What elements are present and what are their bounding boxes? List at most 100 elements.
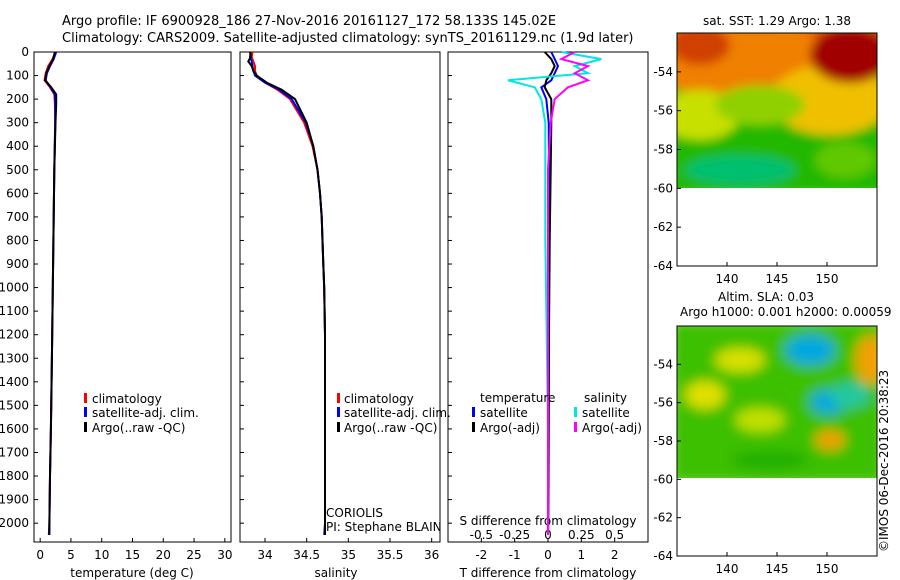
difference-series bbox=[507, 51, 602, 535]
x-tick-label: 0 bbox=[36, 548, 44, 562]
depth-tick-label: 1500 bbox=[0, 398, 29, 412]
legend-swatch-satellite bbox=[337, 407, 340, 417]
depth-tick-label: 600 bbox=[6, 186, 29, 200]
x-tick-label: 34 bbox=[257, 548, 272, 562]
series-line-3 bbox=[247, 51, 326, 535]
top-tick-label: 0.25 bbox=[568, 528, 595, 542]
x-tick-label: 1 bbox=[578, 548, 586, 562]
depth-tick-label: 100 bbox=[6, 69, 29, 83]
map-x-tick-label: 140 bbox=[716, 562, 739, 576]
x-tick-label: 0 bbox=[544, 548, 552, 562]
top-tick-label: -0.25 bbox=[499, 528, 530, 542]
legend-swatch-s-argo bbox=[574, 422, 577, 432]
map-y-tick-label: -60 bbox=[653, 181, 673, 195]
map-y-tick-label: -58 bbox=[653, 143, 673, 157]
x-tick-label: 36 bbox=[424, 548, 439, 562]
map-y-tick-label: -60 bbox=[653, 472, 673, 486]
depth-tick-label: 300 bbox=[6, 116, 29, 130]
x-tick-label: 34.5 bbox=[293, 548, 320, 562]
top-tick-label: 0.5 bbox=[605, 528, 624, 542]
temperature-legend: climatology satellite-adj. clim. Argo(..… bbox=[84, 392, 199, 435]
sst-heatmap bbox=[677, 33, 877, 188]
x-tick-label: 10 bbox=[94, 548, 109, 562]
depth-tick-label: 900 bbox=[6, 257, 29, 271]
figure-title-line1: Argo profile: IF 6900928_186 27-Nov-2016… bbox=[62, 14, 556, 29]
salinity-legend: climatology satellite-adj. clim. Argo(..… bbox=[326, 392, 451, 534]
legend-swatch-climatology bbox=[337, 393, 340, 403]
figure-title-line2: Climatology: CARS2009. Satellite-adjuste… bbox=[62, 31, 634, 46]
imos-stamp: ©IMOS 06-Dec-2016 20:38:23 bbox=[877, 370, 891, 552]
map-x-tick-label: 140 bbox=[716, 272, 739, 286]
shared-depth-ticks bbox=[240, 51, 452, 524]
legend-swatch-t-argo bbox=[472, 422, 475, 432]
map-y-tick-label: -56 bbox=[653, 104, 673, 118]
map-x-tick-label: 150 bbox=[816, 272, 839, 286]
series-line-1 bbox=[250, 51, 326, 535]
salinity-series bbox=[247, 51, 326, 535]
depth-tick-label: 1800 bbox=[0, 469, 29, 483]
salinity-panel-frame bbox=[239, 51, 441, 543]
depth-tick-label: 700 bbox=[6, 210, 29, 224]
map-x-tick-label: 150 bbox=[816, 562, 839, 576]
x-tick-label: 5 bbox=[67, 548, 75, 562]
map-y-tick-label: -58 bbox=[653, 434, 673, 448]
legend-label-s-argo: Argo(-adj) bbox=[582, 421, 642, 435]
legend-swatch-climatology bbox=[84, 393, 87, 403]
legend-header-temperature: temperature bbox=[480, 391, 555, 405]
depth-tick-label: 1400 bbox=[0, 375, 29, 389]
depth-tick-label: 400 bbox=[6, 139, 29, 153]
depth-tick-label: 0 bbox=[21, 45, 29, 59]
x-tick-label: 15 bbox=[125, 548, 140, 562]
depth-tick-label: 800 bbox=[6, 233, 29, 247]
temperature-series bbox=[43, 51, 58, 535]
legend-label-argo: Argo(..raw -QC) bbox=[92, 421, 185, 435]
depth-tick-label: 200 bbox=[6, 92, 29, 106]
x-tick-label: 30 bbox=[217, 548, 232, 562]
map-y-tick-label: -64 bbox=[653, 259, 673, 273]
map-x-tick-label: 145 bbox=[766, 272, 789, 286]
map-y-tick-label: -64 bbox=[653, 549, 673, 563]
depth-tick-label: 1100 bbox=[0, 304, 29, 318]
x-tick-label: -1 bbox=[509, 548, 521, 562]
difference-legend: temperature salinity satellite Argo(-adj… bbox=[472, 391, 642, 435]
map-y-tick-label: -62 bbox=[653, 220, 673, 234]
difference-x-label: T difference from climatology bbox=[459, 566, 637, 580]
x-tick-label: 2 bbox=[611, 548, 619, 562]
series-line-3 bbox=[44, 51, 58, 535]
legend-label-argo: Argo(..raw -QC) bbox=[344, 421, 437, 435]
top-tick-label: -0.5 bbox=[470, 528, 493, 542]
depth-tick-label: 500 bbox=[6, 163, 29, 177]
map-y-tick-label: -62 bbox=[653, 511, 673, 525]
legend-label-t-argo: Argo(-adj) bbox=[480, 421, 540, 435]
legend-label-satellite: satellite-adj. clim. bbox=[344, 406, 451, 420]
legend-swatch-s-satellite bbox=[574, 407, 577, 417]
coriolis-annotation: CORIOLIS bbox=[326, 506, 383, 520]
difference-x-axis: -2 -1 0 1 2 bbox=[475, 538, 618, 562]
depth-tick-label: 1700 bbox=[0, 445, 29, 459]
map-y-tick-label: -54 bbox=[653, 357, 673, 371]
depth-tick-label: 1300 bbox=[0, 351, 29, 365]
legend-header-salinity: salinity bbox=[584, 391, 627, 405]
legend-label-t-satellite: satellite bbox=[480, 406, 528, 420]
legend-swatch-argo bbox=[84, 422, 87, 432]
x-tick-label: 35.5 bbox=[377, 548, 404, 562]
map-y-tick-label: -54 bbox=[653, 65, 673, 79]
temperature-x-axis: 0 5 10 15 20 25 30 bbox=[36, 538, 232, 562]
x-tick-label: 35 bbox=[341, 548, 356, 562]
depth-tick-label: 1000 bbox=[0, 281, 29, 295]
temperature-panel-frame bbox=[33, 51, 232, 543]
series-line-3 bbox=[507, 51, 602, 535]
top-tick-label: 0 bbox=[544, 528, 552, 542]
difference-top-axis: -0.5 -0.25 0 0.25 0.5 bbox=[470, 528, 625, 542]
sla-map-title-line1: Altim. SLA: 0.03 bbox=[718, 290, 814, 304]
sla-map-title-line2: Argo h1000: 0.001 h2000: 0.00059 bbox=[680, 305, 892, 319]
sst-map-axes: 140 145 150 -54 -56 -58 -60 -62 -64 bbox=[653, 65, 838, 286]
sla-heatmap bbox=[677, 326, 877, 478]
legend-label-satellite: satellite-adj. clim. bbox=[92, 406, 199, 420]
legend-label-climatology: climatology bbox=[92, 392, 162, 406]
x-tick-label: 20 bbox=[156, 548, 171, 562]
salinity-x-axis: 34 34.5 35 35.5 36 bbox=[257, 538, 439, 562]
legend-swatch-satellite bbox=[84, 407, 87, 417]
x-tick-label: -2 bbox=[475, 548, 487, 562]
